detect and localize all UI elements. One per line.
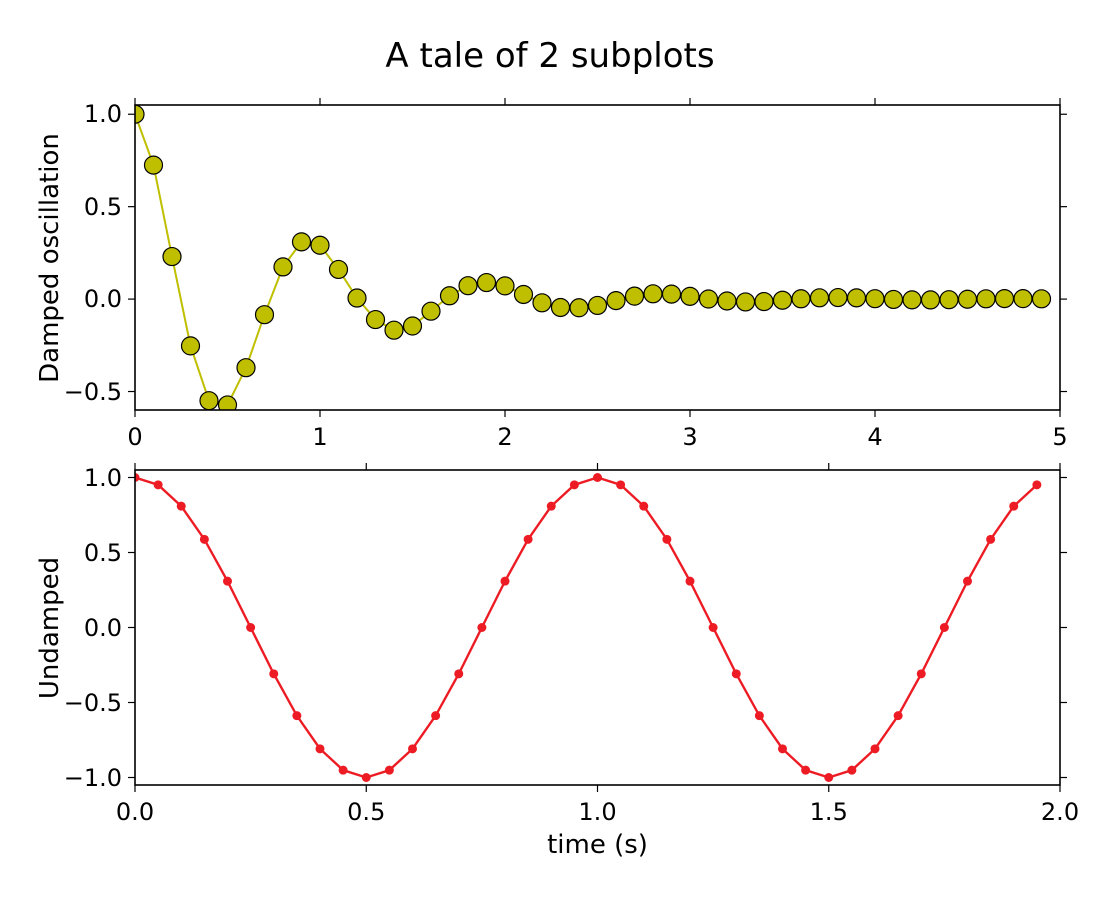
undamped-plot-area: [135, 470, 1060, 785]
figure-title: A tale of 2 subplots: [0, 36, 1100, 76]
ytick-label: 0.0: [84, 614, 122, 642]
xtick-label: 5: [1052, 423, 1067, 451]
ytick-label: 0.0: [84, 285, 122, 313]
xtick-label: 0.5: [347, 798, 385, 826]
xtick-label: 1.5: [810, 798, 848, 826]
ytick-label: −1.0: [64, 764, 122, 792]
xtick-label: 2: [497, 423, 512, 451]
ytick-label: 1.0: [84, 464, 122, 492]
ytick-label: 0.5: [84, 539, 122, 567]
xtick-label: 1.0: [578, 798, 616, 826]
xtick-label: 0.0: [116, 798, 154, 826]
xtick-label: 4: [867, 423, 882, 451]
ytick-label: 0.5: [84, 193, 122, 221]
undamped-subplot: Undamped time (s) 0.00.51.01.52.0−1.0−0.…: [135, 470, 1060, 785]
ytick-label: −0.5: [64, 378, 122, 406]
xtick-label: 1: [312, 423, 327, 451]
ytick-label: −0.5: [64, 689, 122, 717]
ytick-label: 1.0: [84, 100, 122, 128]
undamped-xlabel: time (s): [547, 830, 648, 860]
damped-ylabel: Damped oscillation: [35, 133, 65, 383]
xtick-label: 2.0: [1041, 798, 1079, 826]
xtick-label: 3: [682, 423, 697, 451]
undamped-ylabel: Undamped: [35, 556, 65, 698]
damped-plot-area: [135, 105, 1060, 410]
figure: A tale of 2 subplots Damped oscillation …: [0, 0, 1100, 900]
xtick-label: 0: [127, 423, 142, 451]
damped-subplot: Damped oscillation 012345−0.50.00.51.0: [135, 105, 1060, 410]
